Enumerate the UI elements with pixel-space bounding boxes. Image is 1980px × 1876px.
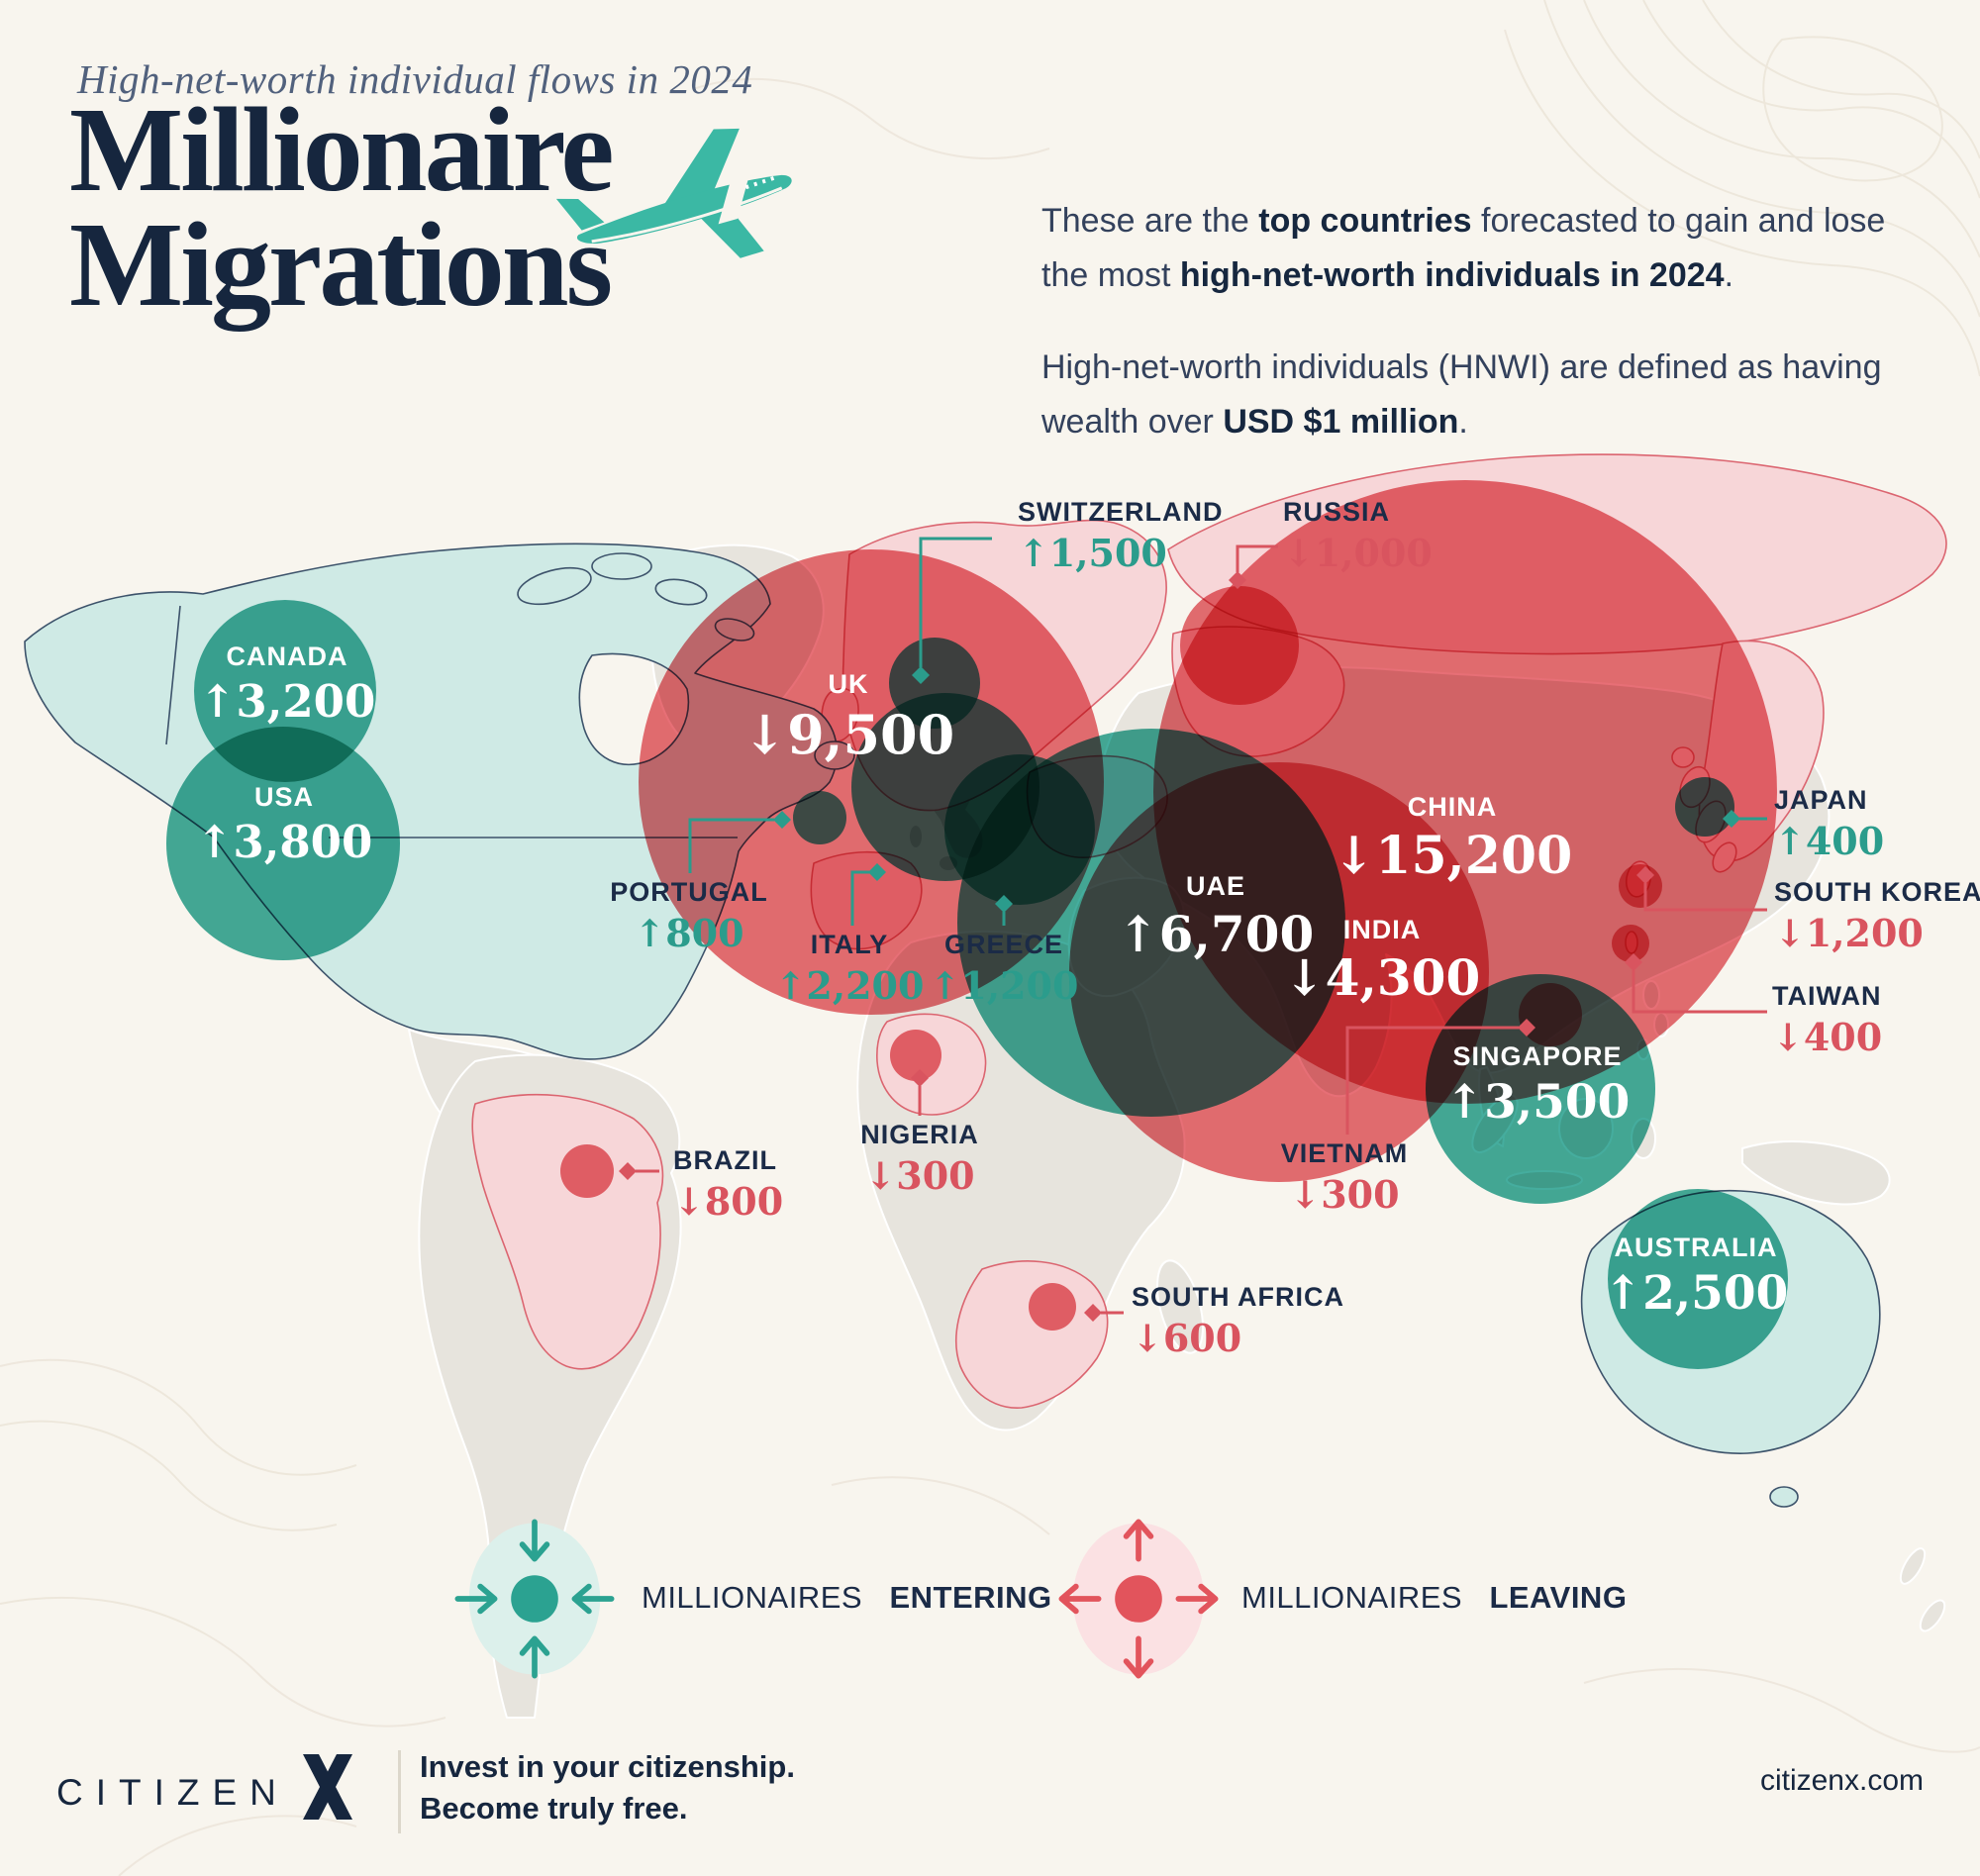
arrows-outward-icon xyxy=(1058,1519,1219,1679)
bubble-south_korea xyxy=(1619,864,1662,908)
bubble-south_africa xyxy=(1029,1283,1076,1331)
legend-entering-regular: MILLIONAIRES xyxy=(642,1580,863,1615)
footer-divider xyxy=(398,1750,401,1833)
alaska-border xyxy=(165,605,181,745)
callout-russia xyxy=(1236,544,1278,572)
tasmania xyxy=(1769,1486,1799,1508)
callout-diamond-italy xyxy=(868,863,886,881)
callout-diamond-south_korea xyxy=(1636,866,1654,884)
airplane-icon xyxy=(555,128,792,258)
callout-italy xyxy=(850,870,870,926)
callout-diamond-switzerland xyxy=(912,666,930,684)
callout-diamond-taiwan xyxy=(1625,953,1642,971)
callout-diamond-south_africa xyxy=(1084,1304,1102,1322)
title-line-2: Migrations xyxy=(69,197,613,332)
bubble-japan xyxy=(1675,777,1734,837)
callout-south_korea xyxy=(1643,883,1767,912)
callout-diamond-portugal xyxy=(773,811,791,829)
legend-leaving-bold: LEAVING xyxy=(1489,1580,1628,1615)
migration-bubbles xyxy=(166,480,1788,1369)
page-title: Millionaire Migrations xyxy=(69,83,615,332)
callout-vietnam xyxy=(1345,1026,1519,1135)
bubble-usa xyxy=(166,727,400,960)
new-zealand-south xyxy=(1919,1599,1946,1632)
callout-diamond-japan xyxy=(1723,810,1740,828)
bubble-brazil xyxy=(560,1144,614,1198)
intro-paragraph-2: High-net-worth individuals (HNWI) are de… xyxy=(1041,348,1882,442)
arctic-island-1 xyxy=(517,566,592,606)
legend-leaving-regular: MILLIONAIRES xyxy=(1241,1580,1463,1615)
arctic-island-3 xyxy=(654,578,708,606)
brazil-land xyxy=(471,1093,664,1370)
callout-diamond-brazil xyxy=(619,1162,637,1180)
title-line-1: Millionaire xyxy=(69,83,615,217)
south-africa-land xyxy=(954,1260,1109,1409)
intro-paragraph-1: These are the top countries forecasted t… xyxy=(1041,202,1886,295)
website-link[interactable]: citizenx.com xyxy=(1759,1764,1924,1797)
tagline-line-1: Invest in your citizenship. xyxy=(420,1749,795,1784)
bubble-singapore xyxy=(1426,974,1655,1204)
new-guinea xyxy=(1741,1140,1891,1206)
bubble-nigeria xyxy=(890,1030,941,1081)
legend-leaving-label: MILLIONAIRES LEAVING xyxy=(1241,1580,1627,1616)
citizenx-logo-text: CITIZEN xyxy=(56,1772,289,1813)
bubble-taiwan xyxy=(1612,925,1649,962)
citizenx-logo-x-icon xyxy=(303,1754,352,1820)
callout-taiwan xyxy=(1632,970,1767,1014)
intro-text: These are the top countries forecasted t… xyxy=(1041,194,1917,487)
callout-lines xyxy=(619,537,1767,1322)
arctic-island-2 xyxy=(591,552,652,580)
callout-portugal xyxy=(688,818,774,873)
footer-tagline: Invest in your citizenship. Become truly… xyxy=(420,1746,795,1829)
kicker: High-net-worth individual flows in 2024 xyxy=(77,56,753,102)
callout-diamond-vietnam xyxy=(1518,1019,1535,1037)
legend-entering-label: MILLIONAIRES ENTERING xyxy=(642,1580,1052,1616)
bubble-australia xyxy=(1608,1189,1788,1369)
tagline-line-2: Become truly free. xyxy=(420,1790,688,1826)
arrows-inward-icon xyxy=(454,1519,615,1679)
madagascar xyxy=(1156,1259,1204,1354)
callout-switzerland xyxy=(919,537,992,667)
bubble-vietnam xyxy=(1519,983,1582,1046)
bubble-india xyxy=(1069,762,1489,1182)
new-zealand-north xyxy=(1899,1547,1927,1585)
callout-diamond-russia xyxy=(1229,571,1246,589)
bubble-portugal xyxy=(793,791,846,844)
callout-diamond-greece xyxy=(995,895,1013,913)
callout-diamond-nigeria xyxy=(911,1069,929,1087)
legend-entering-bold: ENTERING xyxy=(889,1580,1052,1615)
